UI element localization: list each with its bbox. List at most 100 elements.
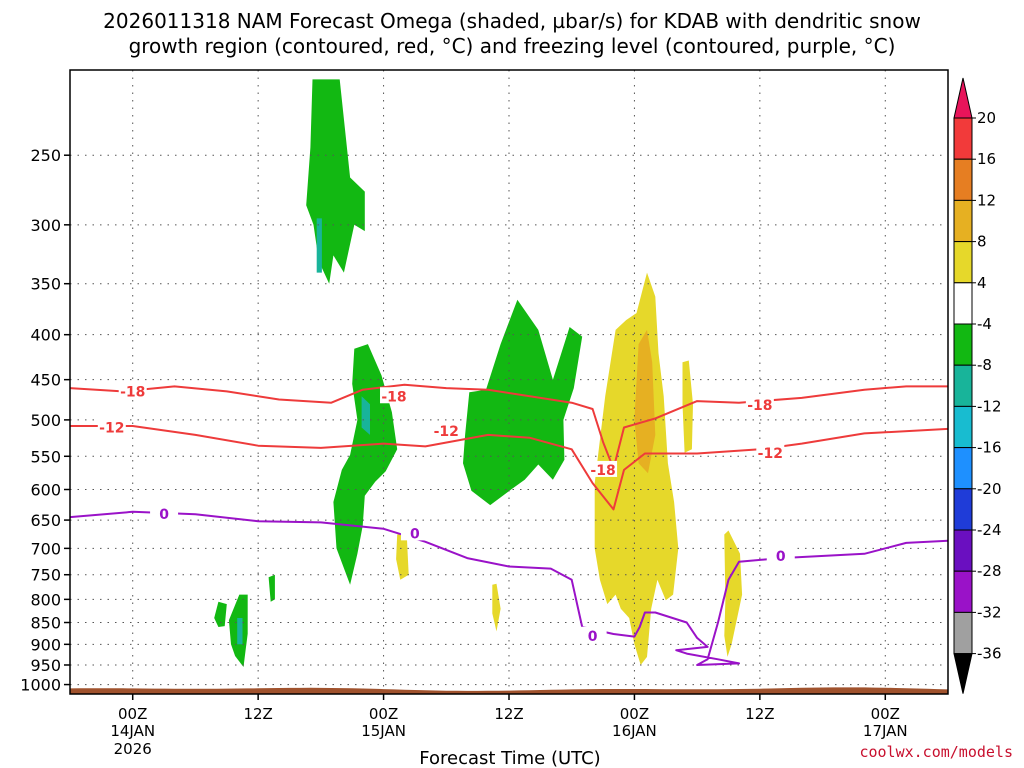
y-tick-label-5: 500 xyxy=(30,411,61,430)
colorbar-segment-1 xyxy=(953,117,973,160)
y-tick-label-10: 750 xyxy=(30,566,61,585)
contour-label-bg-2-3 xyxy=(766,546,795,563)
contour-label-2-1: 0 xyxy=(410,526,420,542)
colorbar-segment-11 xyxy=(953,529,973,572)
x-tick-label-1: 12Z xyxy=(243,705,272,723)
colorbar-segment-13 xyxy=(953,611,973,655)
colorbar-label-9: -20 xyxy=(977,480,1002,498)
omega-region-10 xyxy=(634,329,656,474)
x-tick-date-2: 15JAN xyxy=(361,722,406,740)
colorbar-label-5: -4 xyxy=(977,315,992,333)
x-tick-year-0: 2026 xyxy=(114,740,152,758)
colorbar-label-10: -24 xyxy=(977,521,1002,539)
contour-layer: -18 -18 -18 -18 -12 -12 -12 0 0 0 0 xyxy=(69,382,949,666)
contour-label-0-3: -18 xyxy=(590,463,615,479)
x-tick-label-6: 00Z xyxy=(871,705,900,723)
colorbar-segment-10 xyxy=(953,488,973,531)
contour-label-0-1: -18 xyxy=(381,389,406,405)
omega-region-14 xyxy=(492,583,501,632)
omega-region-5 xyxy=(214,601,227,627)
pressure-axis: 250 300 350 400 450 500 550 600 650 700 750 800 850 9… xyxy=(20,146,70,695)
colorbar-label-3: 8 xyxy=(977,233,987,251)
colorbar-segment-12 xyxy=(953,570,973,613)
omega-region-11 xyxy=(682,360,693,453)
y-tick-label-11: 800 xyxy=(30,590,61,609)
omega-region-2 xyxy=(361,396,370,435)
contour-label-bg-1-2 xyxy=(756,443,785,460)
contour-label-2-3: 0 xyxy=(776,549,786,565)
colorbar-label-1: 16 xyxy=(977,150,996,168)
colorbar-top-arrow xyxy=(953,77,973,119)
contour-label-1-0: -12 xyxy=(99,420,124,436)
omega-region-4 xyxy=(463,299,583,506)
x-tick-label-2: 00Z xyxy=(369,705,398,723)
colorbar-segment-2 xyxy=(953,158,973,201)
contour-label-2-2: 0 xyxy=(588,629,598,645)
colorbar-segment-5 xyxy=(953,282,973,325)
omega-region-13 xyxy=(396,531,409,580)
x-tick-date-6: 17JAN xyxy=(863,722,908,740)
colorbar-label-8: -16 xyxy=(977,439,1002,457)
colorbar-legend: 20 16 12 8 4 -4 -8 -12 -16 -20 -24 -28 -32 -36 xyxy=(953,77,1002,694)
colorbar-segment-8 xyxy=(953,405,973,449)
contour-label-bg-0-1 xyxy=(380,387,409,404)
credit-text: coolwx.com/models xyxy=(859,743,1013,761)
omega-region-3 xyxy=(316,218,322,273)
colorbar-label-0: 20 xyxy=(977,109,996,127)
colorbar-segment-9 xyxy=(953,447,973,490)
contour-label-0-2: -18 xyxy=(747,398,772,414)
colorbar-label-6: -8 xyxy=(977,356,992,374)
colorbar-label-12: -32 xyxy=(977,603,1002,621)
omega-region-8 xyxy=(268,574,275,602)
y-tick-label-0: 250 xyxy=(30,146,61,165)
contour-label-bg-0-2 xyxy=(745,396,774,413)
colorbar-segment-4 xyxy=(953,241,973,284)
y-tick-label-1: 300 xyxy=(30,216,61,235)
contour-label-bg-2-1 xyxy=(400,524,429,541)
colorbar-segment-6 xyxy=(953,323,973,366)
x-tick-label-3: 12Z xyxy=(494,705,523,723)
contour-label-2-0: 0 xyxy=(159,507,169,523)
y-tick-label-2: 350 xyxy=(30,275,61,294)
contour-line-2 xyxy=(69,510,949,666)
colorbar-label-11: -28 xyxy=(977,562,1002,580)
y-tick-label-13: 900 xyxy=(30,635,61,654)
x-tick-label-0: 00Z xyxy=(118,705,147,723)
terrain-fill xyxy=(70,687,948,694)
terrain-layer xyxy=(70,687,948,694)
x-tick-label-4: 00Z xyxy=(620,705,649,723)
x-axis-label: Forecast Time (UTC) xyxy=(419,748,600,768)
chart-title-line-1: 2026011318 NAM Forecast Omega (shaded, µ… xyxy=(103,9,921,33)
contour-label-bg-1-1 xyxy=(432,422,461,439)
colorbar-label-7: -12 xyxy=(977,397,1002,415)
contour-label-bg-2-2 xyxy=(578,626,607,643)
x-tick-date-0: 14JAN xyxy=(110,722,155,740)
y-tick-label-15: 1000 xyxy=(20,676,61,695)
colorbar-segment-3 xyxy=(953,199,973,243)
contour-label-0-0: -18 xyxy=(120,384,145,400)
contour-label-bg-1-0 xyxy=(97,418,126,435)
y-tick-label-14: 950 xyxy=(30,656,61,675)
y-tick-label-3: 400 xyxy=(30,326,61,345)
x-tick-date-4: 16JAN xyxy=(612,722,657,740)
contour-label-bg-0-0 xyxy=(118,382,147,399)
contour-label-bg-2-0 xyxy=(150,505,179,522)
y-tick-label-9: 700 xyxy=(30,539,61,558)
colorbar-bottom-arrow xyxy=(953,653,973,694)
contour-label-1-1: -12 xyxy=(434,424,459,440)
x-tick-label-5: 12Z xyxy=(745,705,774,723)
contour-label-bg-0-3 xyxy=(589,460,618,477)
y-tick-label-12: 850 xyxy=(30,614,61,633)
y-tick-label-4: 450 xyxy=(30,371,61,390)
contour-label-1-2: -12 xyxy=(758,446,783,462)
colorbar-label-13: -36 xyxy=(977,645,1002,663)
chart-title-line-2: growth region (contoured, red, °C) and f… xyxy=(129,34,896,58)
omega-region-7 xyxy=(237,618,243,645)
y-tick-label-6: 550 xyxy=(30,447,61,466)
y-tick-label-7: 600 xyxy=(30,481,61,500)
y-tick-label-8: 650 xyxy=(30,511,61,530)
colorbar-label-2: 12 xyxy=(977,191,996,209)
omega-region-12 xyxy=(724,530,743,657)
